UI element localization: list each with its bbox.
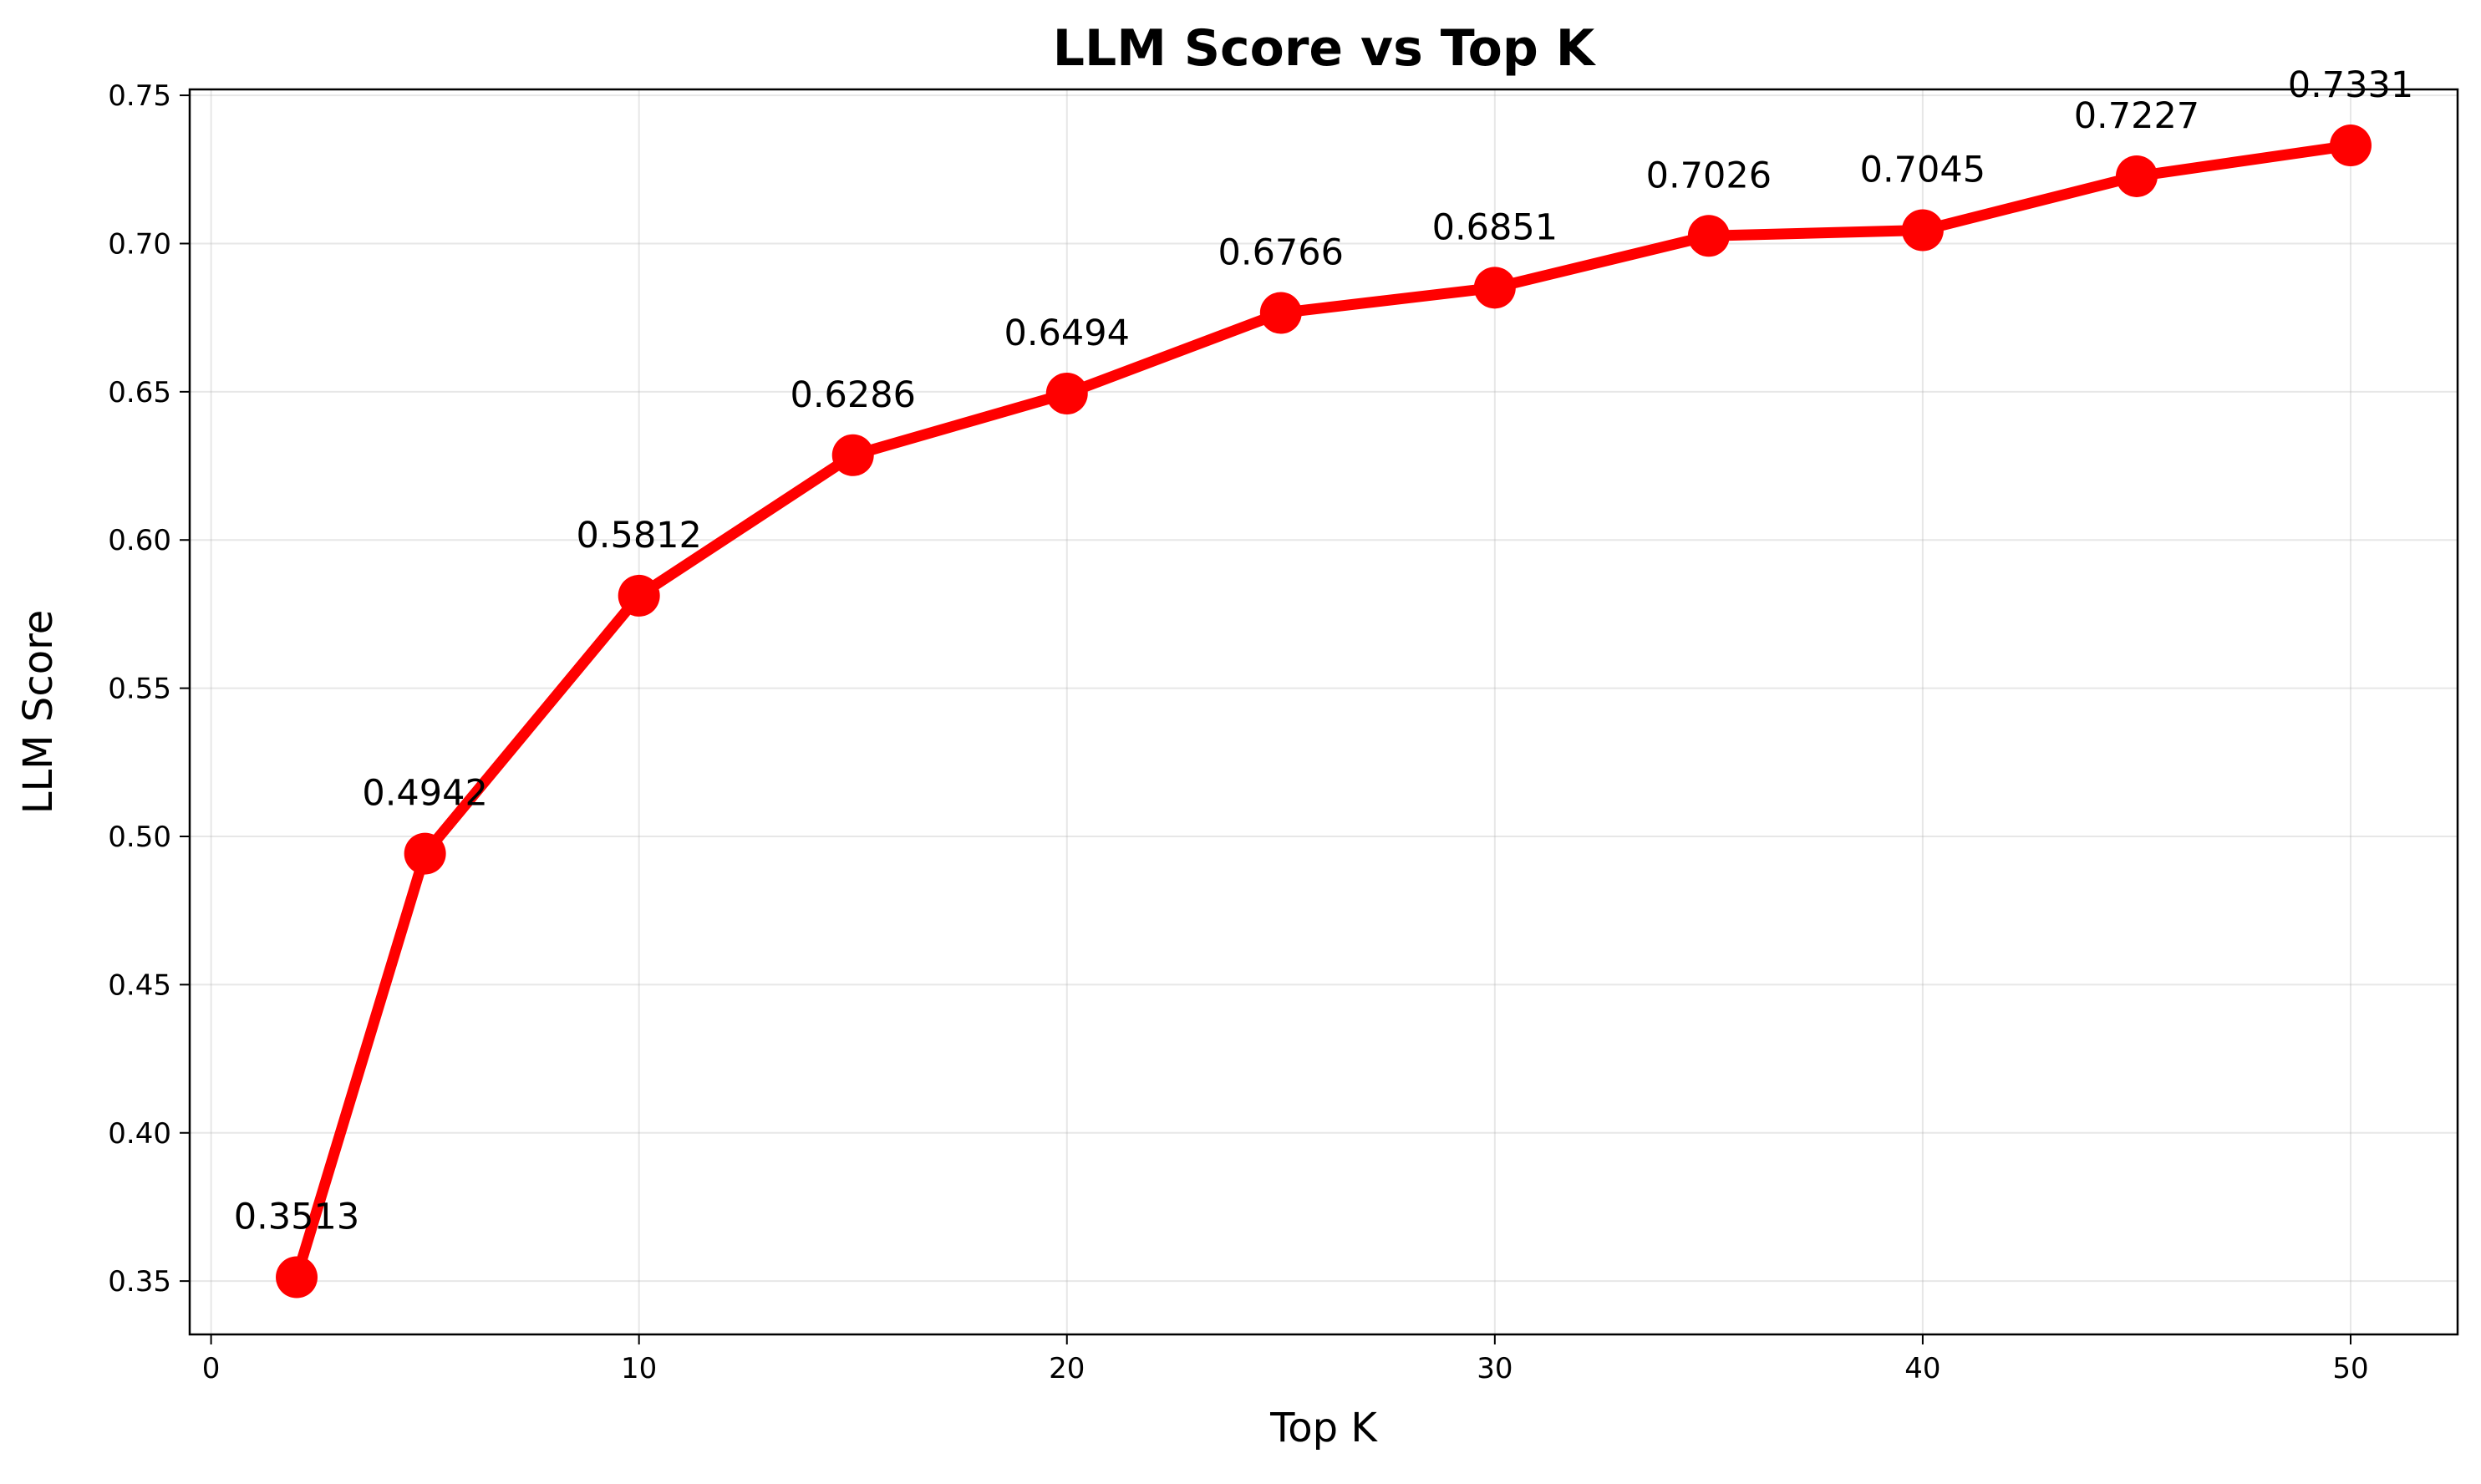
data-point: [2115, 155, 2158, 197]
data-point: [1901, 209, 1944, 252]
data-value-label: 0.7026: [1646, 155, 1772, 196]
x-tick-label: 50: [2332, 1352, 2368, 1385]
x-tick-label: 40: [1904, 1352, 1940, 1385]
data-value-label: 0.7045: [1860, 150, 1985, 191]
data-value-label: 0.3513: [234, 1197, 359, 1238]
data-value-label: 0.7227: [2074, 95, 2199, 137]
data-point: [404, 832, 446, 875]
y-tick-label: 0.50: [108, 821, 171, 854]
y-tick-label: 0.40: [108, 1117, 171, 1151]
y-axis-label: LLM Score: [15, 610, 62, 815]
y-tick-label: 0.45: [108, 968, 171, 1002]
data-value-label: 0.6494: [1004, 313, 1130, 354]
series-layer: [276, 125, 2372, 1298]
data-point: [618, 574, 660, 617]
y-tick-label: 0.55: [108, 673, 171, 706]
chart-title: LLM Score vs Top K: [1053, 19, 1597, 78]
data-value-label: 0.4942: [362, 773, 487, 815]
data-point: [276, 1256, 318, 1298]
y-tick-label: 0.35: [108, 1265, 171, 1298]
data-value-label: 0.5812: [576, 515, 701, 556]
data-point: [1259, 292, 1302, 334]
data-labels: 0.3513 0.4942 0.5812 0.6286 0.6494 0.6766 0.68…: [234, 64, 2413, 1238]
data-point: [1045, 372, 1088, 414]
data-point: [831, 434, 874, 476]
x-axis-label: Top K: [1269, 1405, 1378, 1451]
data-value-label: 0.7331: [2288, 64, 2413, 106]
data-value-label: 0.6766: [1218, 231, 1344, 273]
y-tick-label: 0.65: [108, 376, 171, 409]
x-tick-label: 0: [202, 1352, 221, 1385]
x-tick-label: 30: [1477, 1352, 1512, 1385]
data-value-label: 0.6286: [790, 374, 915, 416]
axis-ticks: 0 10 20 30 40 50 0.35 0.40 0.45 0.50 0.55 0.60 0.65 0…: [108, 79, 2368, 1385]
data-value-label: 0.6851: [1432, 206, 1558, 248]
y-tick-label: 0.70: [108, 227, 171, 261]
data-point: [1473, 267, 1516, 309]
plot-frame: [188, 88, 2459, 1336]
x-tick-label: 20: [1049, 1352, 1085, 1385]
y-tick-label: 0.75: [108, 79, 171, 113]
data-point: [1687, 215, 1730, 257]
y-tick-label: 0.60: [108, 524, 171, 557]
data-point: [2329, 125, 2372, 167]
x-tick-label: 10: [621, 1352, 657, 1385]
series-line: [291, 140, 2356, 1283]
grid-lines: [190, 89, 2458, 1334]
